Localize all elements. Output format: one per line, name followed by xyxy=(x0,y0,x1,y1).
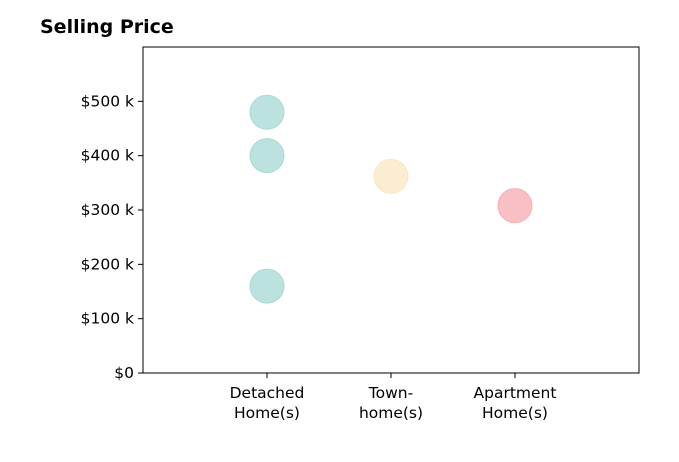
x-tick-label: Town-home(s) xyxy=(359,384,423,422)
data-point-3 xyxy=(373,158,409,194)
y-tick-label: $0 xyxy=(114,364,134,382)
y-tick-label: $100 k xyxy=(81,310,134,328)
y-axis: $0 $100 k $200 k $300 k $400 k $500 k xyxy=(81,92,143,382)
x-axis: Detached Home(s) Town-home(s) Apartment Home… xyxy=(230,373,557,422)
y-tick-label: $500 k xyxy=(81,92,134,110)
y-tick-label: $300 k xyxy=(81,201,134,219)
points-layer xyxy=(249,94,533,304)
y-tick-label: $200 k xyxy=(81,255,134,273)
plot-frame xyxy=(142,46,640,374)
chart-title: Selling Price xyxy=(40,16,174,38)
data-point-2 xyxy=(249,268,285,304)
data-point-1 xyxy=(249,138,285,174)
y-tick-label: $400 k xyxy=(81,147,134,165)
data-point-0 xyxy=(249,94,285,130)
x-tick-label: Apartment Home(s) xyxy=(474,384,557,422)
data-point-4 xyxy=(497,188,533,224)
x-tick-label: Detached Home(s) xyxy=(230,384,305,422)
